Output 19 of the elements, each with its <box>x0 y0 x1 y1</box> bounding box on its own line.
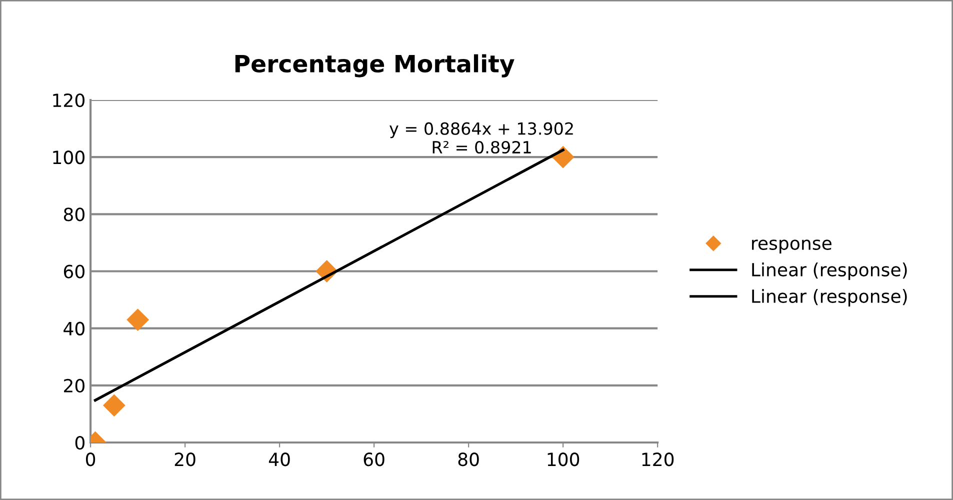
y-tick-label: 80 <box>64 208 84 222</box>
chart-title: Percentage Mortality <box>235 54 514 78</box>
legend-label: Linear (response) <box>752 289 907 306</box>
x-tick-label: 120 <box>642 452 674 466</box>
legend-label: response <box>752 240 832 254</box>
annotation: y = 0.8864x + 13.902 R² = 0.8921 <box>390 122 573 154</box>
x-tick-label: 100 <box>548 452 580 466</box>
y-tick-label: 20 <box>64 378 84 393</box>
x-tick-label: 20 <box>174 452 196 466</box>
x-tick-label: 40 <box>268 452 290 466</box>
y-tick-label: 120 <box>53 93 84 108</box>
y-tick-label: 40 <box>64 322 84 336</box>
y-tick-label: 100 <box>53 150 84 164</box>
y-tick-label: 0 <box>75 436 84 450</box>
legend-label: Linear (response) <box>752 262 907 280</box>
x-tick-label: 60 <box>364 452 384 466</box>
y-tick-label: 60 <box>64 264 84 278</box>
x-tick-label: 80 <box>458 452 479 466</box>
x-tick-label: 0 <box>86 452 96 466</box>
